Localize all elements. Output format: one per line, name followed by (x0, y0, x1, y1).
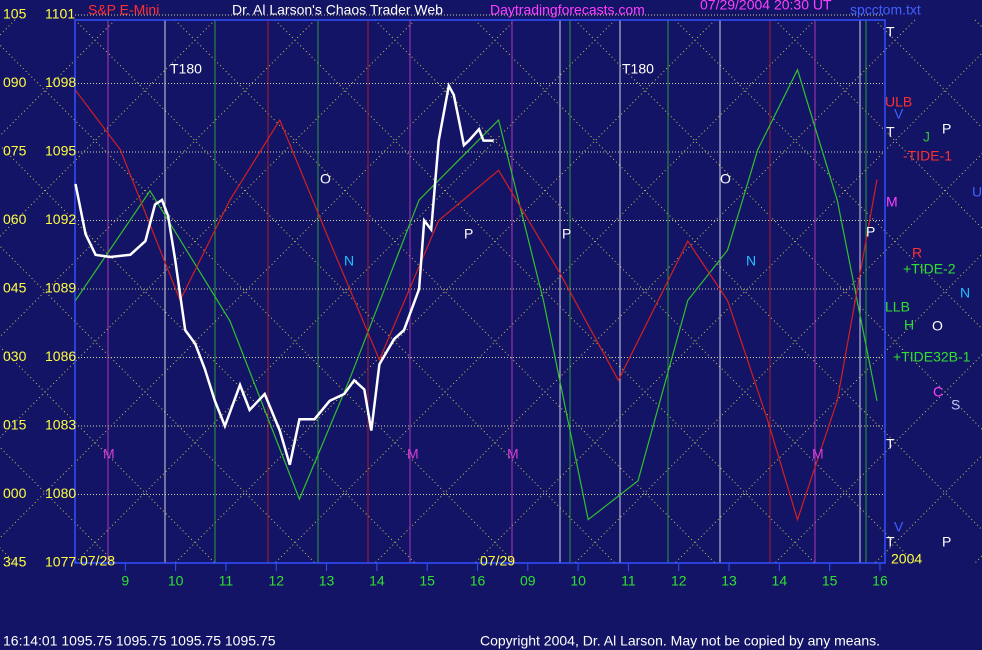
annotation: P (942, 534, 951, 550)
y-tick-label: 1095 (45, 143, 76, 159)
annotation: +TIDE32B-1 (893, 349, 971, 365)
y-tick-label: 1086 (45, 348, 76, 364)
x-tick-label: 13 (319, 573, 335, 589)
annotation: P (942, 121, 951, 137)
annotation: V (894, 106, 904, 122)
annotation: M (507, 446, 519, 462)
y-tick-label: 1080 (45, 485, 76, 501)
y2-tick-label: 030 (3, 348, 27, 364)
annotation: R (912, 245, 922, 261)
annotation: T180 (170, 61, 202, 77)
annotation: M (886, 194, 898, 210)
date-label: 07/28 (80, 553, 115, 569)
header-text: Daytradingforecasts.com (490, 2, 645, 18)
x-tick-label: 14 (772, 573, 788, 589)
annotation: +TIDE-2 (903, 261, 956, 277)
x-tick-label: 16 (872, 573, 888, 589)
header-text: Dr. Al Larson's Chaos Trader Web (232, 2, 443, 18)
date-label: 07/29 (480, 553, 515, 569)
annotation: O (932, 318, 943, 334)
copyright: Copyright 2004, Dr. Al Larson. May not b… (480, 633, 880, 649)
annotation: P (866, 224, 875, 240)
annotation: V (894, 519, 904, 535)
series-line (75, 68, 878, 521)
date-label: 2004 (891, 551, 922, 567)
annotation: H (904, 317, 914, 333)
y-tick-label: 1101 (45, 6, 75, 22)
annotation: T180 (622, 61, 654, 77)
annotation: C (933, 384, 943, 400)
annotation: N (960, 285, 970, 301)
y-tick-label: 1089 (45, 280, 76, 296)
annotation: LLB (885, 299, 910, 315)
annotation: -TIDE-1 (903, 148, 952, 164)
plot-frame (74, 19, 886, 564)
header-text: 07/29/2004 20:30 UT (700, 0, 832, 13)
annotation: O (320, 171, 331, 187)
series-line (74, 82, 494, 466)
annotation: O (720, 171, 731, 187)
x-tick-label: 16 (470, 573, 486, 589)
y2-tick-label: 015 (3, 417, 27, 433)
annotation: S (951, 397, 960, 413)
x-tick-label: 9 (121, 573, 129, 589)
annotation: P (464, 226, 473, 242)
annotation: T (886, 534, 895, 550)
annotation: T (886, 24, 895, 40)
y2-tick-label: 075 (3, 143, 27, 159)
x-tick-label: 15 (419, 573, 435, 589)
y-tick-label: 1083 (45, 417, 76, 433)
x-tick-label: 10 (168, 573, 184, 589)
header-text: S&P E-Mini (88, 2, 159, 18)
x-tick-label: 12 (268, 573, 284, 589)
x-tick-label: 14 (369, 573, 385, 589)
y2-tick-label: 090 (3, 74, 27, 90)
annotation: P (562, 226, 571, 242)
y2-tick-label: 060 (3, 211, 27, 227)
x-tick-label: 11 (621, 573, 636, 589)
annotation: ULB (885, 94, 912, 110)
annotation: M (103, 446, 115, 462)
header-text: spcctom.txt (850, 2, 921, 18)
x-tick-label: 11 (219, 573, 234, 589)
y2-tick-label: 045 (3, 280, 27, 296)
annotation: N (746, 253, 756, 269)
annotation: T (886, 436, 895, 452)
x-tick-label: 12 (671, 573, 687, 589)
y2-tick-label: 000 (3, 485, 27, 501)
y2-tick-label: 345 (3, 554, 27, 570)
y2-tick-label: 105 (3, 6, 27, 22)
annotation: M (812, 446, 824, 462)
status: 16:14:01 1095.75 1095.75 1095.75 1095.75 (3, 633, 276, 649)
x-tick-label: 09 (520, 573, 536, 589)
y-tick-label: 1077 (45, 554, 76, 570)
annotation: M (407, 446, 419, 462)
series-line (75, 89, 878, 522)
annotation: J (923, 129, 930, 145)
x-tick-label: 10 (570, 573, 586, 589)
x-tick-label: 15 (822, 573, 838, 589)
annotation: T (886, 124, 895, 140)
x-tick-label: 13 (721, 573, 737, 589)
annotation: U (972, 184, 982, 200)
y-tick-label: 1092 (45, 211, 76, 227)
y-tick-label: 1098 (45, 74, 76, 90)
annotation: N (344, 253, 354, 269)
